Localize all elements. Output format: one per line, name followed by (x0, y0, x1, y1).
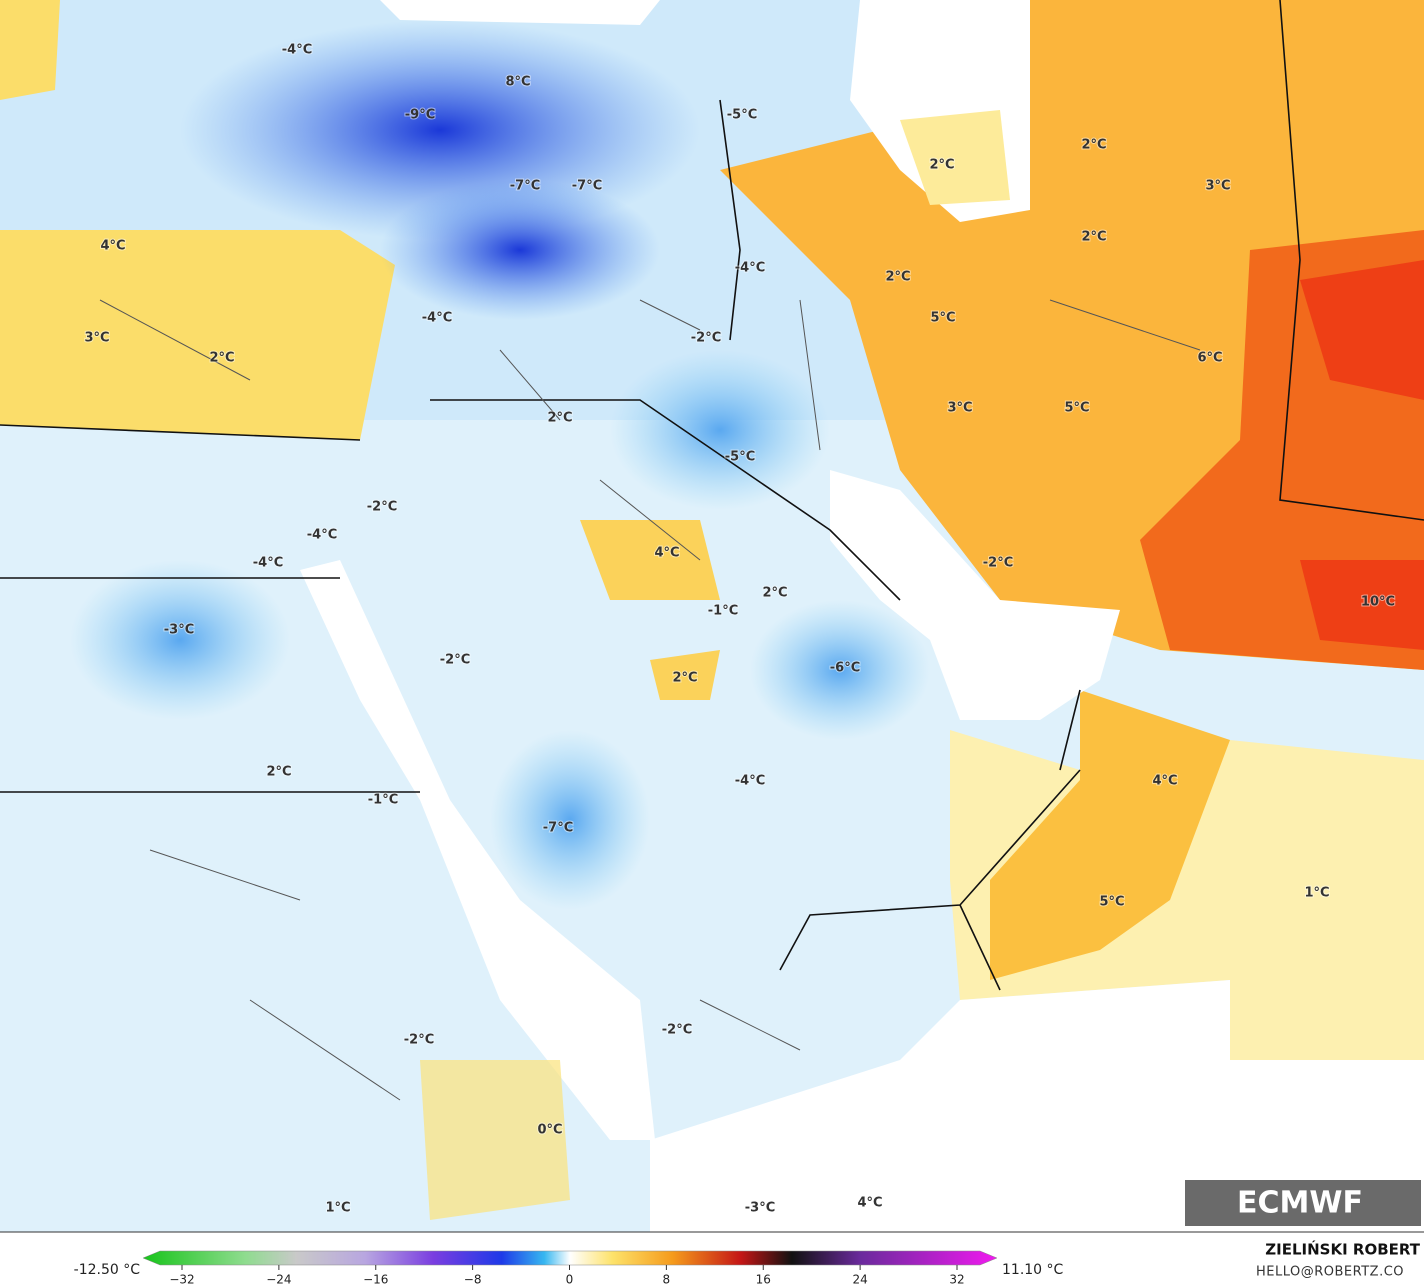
temp-label: -4°C (282, 43, 312, 58)
cold-area (610, 350, 830, 510)
temp-label: -2°C (440, 653, 470, 668)
temp-label: -7°C (572, 179, 602, 194)
cold-core (380, 180, 660, 320)
temp-label: 2°C (209, 351, 234, 366)
temp-label: -2°C (691, 331, 721, 346)
temp-label: 2°C (1081, 230, 1106, 245)
temp-label: -4°C (307, 528, 337, 543)
temp-label: 2°C (547, 411, 572, 426)
temp-label: 5°C (1099, 895, 1124, 910)
temp-label: 2°C (929, 158, 954, 173)
logo-text: ECMWF (1237, 1186, 1363, 1221)
tick-label: −8 (464, 1273, 482, 1287)
temp-label: -2°C (983, 556, 1013, 571)
temp-label: 3°C (947, 401, 972, 416)
temp-label: 4°C (857, 1196, 882, 1211)
temp-label: 0°C (537, 1123, 562, 1138)
colorbar-ticks: −32 −24 −16 −8 0 8 16 24 32 (169, 1265, 965, 1287)
temp-label: 5°C (1064, 401, 1089, 416)
oman-core (990, 690, 1230, 980)
warm-area (580, 520, 720, 700)
caspian-warm (900, 110, 1010, 205)
temp-label: -6°C (830, 661, 860, 676)
map-labels: -4°C 8°C -9°C -5°C 2°C 2°C 3°C -7°C -7°C 4°C 2°C -4… (83, 42, 1396, 1217)
temp-label: -2°C (367, 500, 397, 515)
tick-label: 0 (566, 1273, 574, 1287)
mediterranean (0, 0, 395, 440)
temp-label: 4°C (100, 239, 125, 254)
logo: ECMWF (1185, 1180, 1421, 1226)
temp-label: -5°C (727, 108, 757, 123)
map (0, 0, 1424, 1232)
temp-label: 3°C (1205, 179, 1230, 194)
temp-label: -2°C (662, 1023, 692, 1038)
temp-label: -4°C (422, 311, 452, 326)
temp-label: -4°C (253, 556, 283, 571)
temp-label: -4°C (735, 774, 765, 789)
author: ZIELIŃSKI ROBERT (1265, 1240, 1420, 1259)
tick-label: 16 (756, 1273, 771, 1287)
tick-label: −24 (266, 1273, 291, 1287)
admin-line (99, 299, 1201, 1101)
temp-label: -3°C (164, 623, 194, 638)
temp-label: 1°C (1304, 886, 1329, 901)
colorbar (142, 1250, 998, 1266)
temp-label: 5°C (930, 311, 955, 326)
temp-label: -1°C (708, 604, 738, 619)
tick-label: 8 (663, 1273, 671, 1287)
black-sea (380, 0, 660, 25)
warm-core (1300, 260, 1424, 650)
cold-area (70, 560, 290, 720)
tick-label: 24 (852, 1273, 867, 1287)
tick-label: −32 (169, 1273, 194, 1287)
cold-area (750, 600, 930, 740)
temp-label: 2°C (762, 586, 787, 601)
logo-box (1185, 1180, 1421, 1226)
arabian-sea (650, 980, 1424, 1232)
temp-label: -5°C (725, 450, 755, 465)
persian-gulf (830, 470, 1120, 720)
temp-label: 3°C (84, 331, 109, 346)
temp-label: -2°C (404, 1033, 434, 1048)
temp-label: 4°C (654, 546, 679, 561)
temp-label: -7°C (510, 179, 540, 194)
tick-label: −16 (363, 1273, 388, 1287)
temp-label: 8°C (505, 75, 530, 90)
red-sea (300, 560, 655, 1140)
temp-label: -7°C (543, 821, 573, 836)
temp-label: -4°C (735, 261, 765, 276)
warm-area (420, 1060, 570, 1220)
border (0, 0, 1424, 991)
email: HELLO@ROBERTZ.CO (1256, 1265, 1404, 1280)
temp-label: 4°C (1152, 774, 1177, 789)
temp-label: 2°C (266, 765, 291, 780)
temp-label: 6°C (1197, 351, 1222, 366)
temp-label: -9°C (405, 108, 435, 123)
temp-label: 2°C (672, 671, 697, 686)
tick-label: 32 (949, 1273, 964, 1287)
max-label: 11.10 °C (1002, 1262, 1064, 1278)
cold-area (490, 730, 650, 910)
temp-label: -3°C (745, 1201, 775, 1216)
temp-label: 1°C (325, 1201, 350, 1216)
temp-label: 2°C (1081, 138, 1106, 153)
min-label: -12.50 °C (74, 1262, 141, 1278)
temp-label: -1°C (368, 793, 398, 808)
temp-label: 10°C (1361, 595, 1395, 610)
temp-label: 2°C (885, 270, 910, 285)
